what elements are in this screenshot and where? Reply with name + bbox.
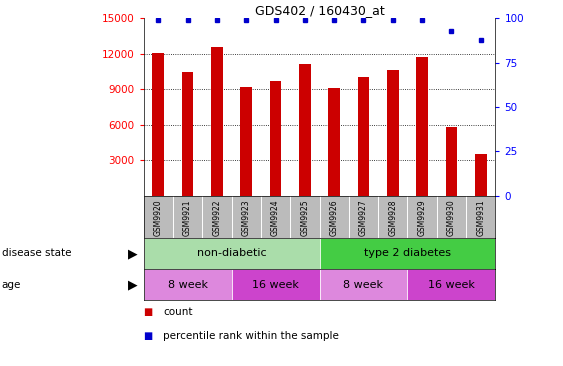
Text: GSM9930: GSM9930 xyxy=(447,199,456,236)
Bar xyxy=(299,64,311,196)
Text: ▶: ▶ xyxy=(128,278,138,291)
Text: 16 week: 16 week xyxy=(428,280,475,290)
Text: type 2 diabetes: type 2 diabetes xyxy=(364,249,451,258)
Text: ▶: ▶ xyxy=(128,247,138,260)
Bar xyxy=(240,87,252,196)
Title: GDS402 / 160430_at: GDS402 / 160430_at xyxy=(254,4,385,17)
Bar xyxy=(358,78,369,196)
Text: GSM9921: GSM9921 xyxy=(183,199,192,236)
Text: 8 week: 8 week xyxy=(168,280,208,290)
Bar xyxy=(153,53,164,196)
Bar xyxy=(445,127,457,196)
Text: age: age xyxy=(2,280,21,290)
Bar xyxy=(270,81,282,196)
Text: GSM9931: GSM9931 xyxy=(476,199,485,236)
Text: percentile rank within the sample: percentile rank within the sample xyxy=(163,331,339,341)
Text: ■: ■ xyxy=(144,307,153,317)
Text: GSM9920: GSM9920 xyxy=(154,199,163,236)
Bar xyxy=(231,269,320,300)
Bar xyxy=(408,269,495,300)
Text: 16 week: 16 week xyxy=(252,280,299,290)
Text: non-diabetic: non-diabetic xyxy=(196,249,266,258)
Text: count: count xyxy=(163,307,193,317)
Bar xyxy=(416,57,428,196)
Bar xyxy=(387,70,399,196)
Bar xyxy=(144,269,231,300)
Text: GSM9925: GSM9925 xyxy=(300,199,309,236)
Text: 8 week: 8 week xyxy=(343,280,383,290)
Text: GSM9926: GSM9926 xyxy=(330,199,339,236)
Bar xyxy=(475,154,486,196)
Text: ■: ■ xyxy=(144,331,153,341)
Text: GSM9928: GSM9928 xyxy=(388,199,397,236)
Bar xyxy=(211,47,223,196)
Text: GSM9923: GSM9923 xyxy=(242,199,251,236)
Bar xyxy=(182,72,194,196)
Bar xyxy=(320,238,495,269)
Text: disease state: disease state xyxy=(2,249,71,258)
Bar xyxy=(328,87,340,196)
Bar xyxy=(144,238,320,269)
Text: GSM9927: GSM9927 xyxy=(359,199,368,236)
Text: GSM9922: GSM9922 xyxy=(212,199,221,236)
Text: GSM9929: GSM9929 xyxy=(418,199,427,236)
Bar xyxy=(320,269,408,300)
Text: GSM9924: GSM9924 xyxy=(271,199,280,236)
